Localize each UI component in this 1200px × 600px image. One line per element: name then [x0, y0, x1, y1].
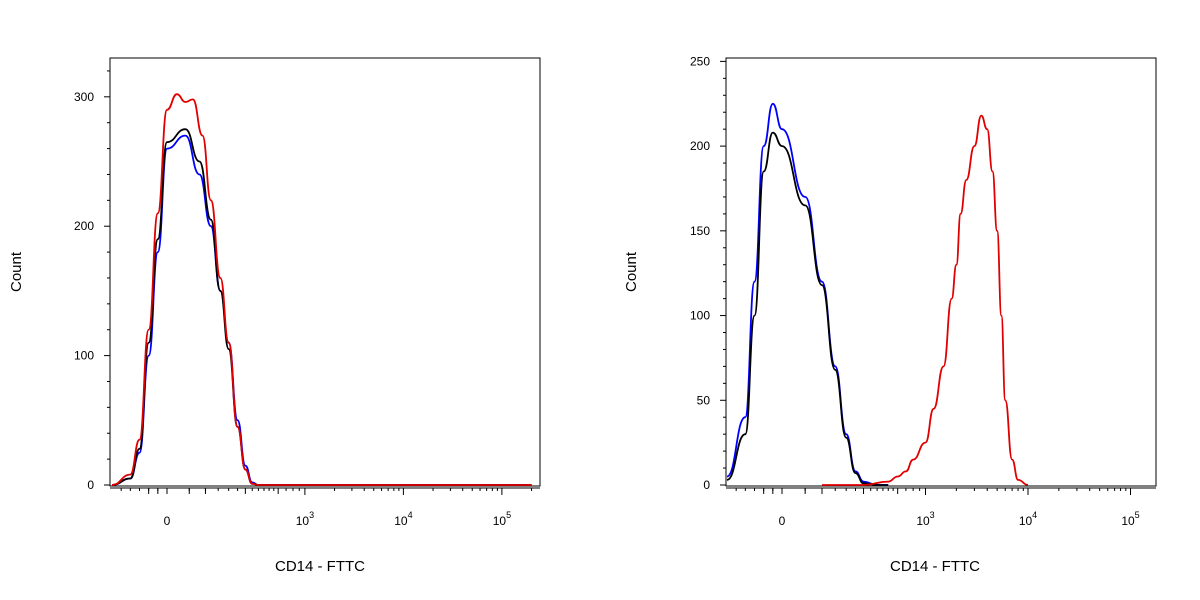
series-line-1 — [111, 128, 532, 486]
y-tick-label: 0 — [703, 478, 710, 492]
x-tick-label: 0 — [779, 514, 786, 528]
y-tick-label: 100 — [74, 349, 94, 363]
x-tick-label: 103 — [916, 510, 934, 528]
x-tick-label: 0 — [164, 514, 171, 528]
y-axis-title: Count — [623, 251, 640, 292]
x-tick-label: 105 — [1121, 510, 1139, 528]
x-axis: 0 103 104 105 — [110, 487, 540, 528]
y-tick-label: 200 — [690, 139, 710, 153]
y-tick-label: 200 — [74, 219, 94, 233]
plot-frame — [109, 57, 541, 487]
x-axis-title: CD14 - FTTC — [890, 558, 980, 575]
x-tick-label: 105 — [493, 510, 511, 528]
series-group — [726, 102, 1029, 486]
y-tick-label: 50 — [697, 393, 711, 407]
y-axis: 0 50 100 150 200 250 — [690, 54, 726, 492]
y-axis: 0 100 200 300 — [74, 70, 110, 492]
plot-frame — [725, 57, 1157, 487]
y-tick-label: 300 — [74, 90, 94, 104]
series-line-2 — [111, 93, 532, 486]
series-line-1 — [726, 131, 889, 486]
y-axis-title: Count — [8, 251, 25, 292]
series-line-2 — [822, 114, 1029, 486]
y-tick-label: 0 — [87, 478, 94, 492]
series-line-0 — [111, 134, 532, 486]
series-group — [111, 93, 532, 486]
x-axis: 0 103 104 105 — [726, 487, 1156, 528]
series-line-0 — [726, 102, 889, 486]
histogram-panel-left: 0 100 200 300 0 103 104 105 CD14 - FTTC Count — [8, 57, 541, 575]
x-tick-label: 104 — [1019, 510, 1037, 528]
histogram-panel-right: 0 50 100 150 200 250 0 103 104 105 CD14 - FTTC C… — [623, 54, 1157, 575]
y-tick-label: 150 — [690, 224, 710, 238]
x-tick-label: 103 — [296, 510, 314, 528]
y-tick-label: 100 — [690, 309, 710, 323]
x-axis-title: CD14 - FTTC — [275, 558, 365, 575]
y-tick-label: 250 — [690, 54, 710, 68]
x-tick-label: 104 — [394, 510, 412, 528]
